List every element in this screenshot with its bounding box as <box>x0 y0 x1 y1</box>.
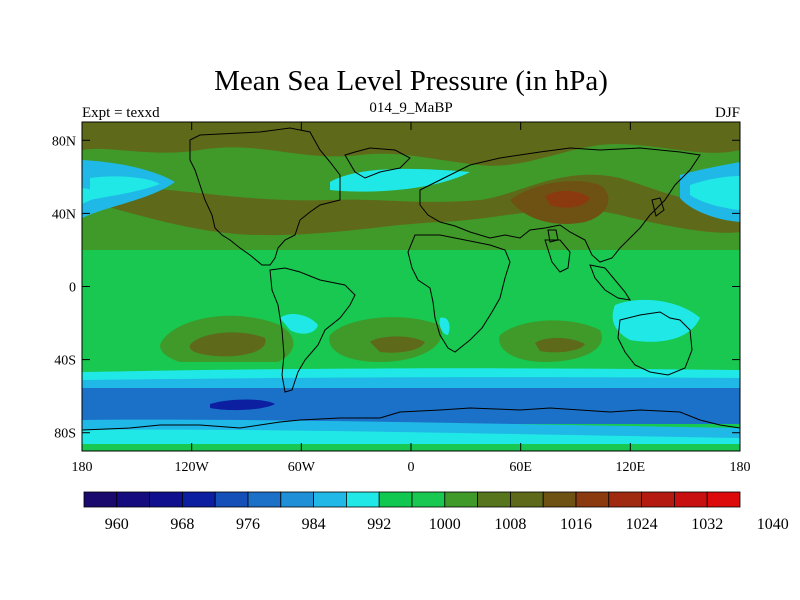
coastlines <box>82 127 740 431</box>
colorbar-label: 1016 <box>560 516 592 533</box>
colorbar-swatch <box>411 491 446 508</box>
band-asia-high-core <box>545 190 590 208</box>
y-tick-label: 80N <box>52 134 76 149</box>
colorbar: 960 968 976 984 992 1000 1008 1016 1024 1032 1040 <box>83 491 789 533</box>
y-tick-label: 0 <box>69 281 76 296</box>
colorbar-label: 984 <box>302 516 326 533</box>
coastline-india <box>544 239 571 273</box>
band-south-blue <box>82 388 740 424</box>
coastline-eurasia <box>419 147 701 263</box>
x-tick-label: 60E <box>509 460 532 475</box>
coastline-southeast-asia <box>589 264 632 301</box>
colorbar-label: 968 <box>170 516 194 533</box>
colorbar-swatch <box>575 491 610 508</box>
colorbar-label: 1032 <box>691 516 723 533</box>
y-tick-label: 80S <box>54 427 76 442</box>
colorbar-swatch <box>378 491 413 508</box>
coastline-japan <box>651 197 665 217</box>
colorbar-swatch <box>674 491 708 508</box>
colorbar-label: 1024 <box>626 516 658 533</box>
coastline-australia <box>617 311 693 376</box>
colorbar-swatch <box>116 491 151 508</box>
colorbar-swatch <box>509 491 544 508</box>
coastline-antarctica <box>82 407 740 431</box>
colorbar-swatch <box>444 491 478 508</box>
y-axis: 80N 40N 0 40S 80S <box>52 134 740 442</box>
pressure-field <box>82 122 740 451</box>
colorbar-label: 992 <box>367 516 391 533</box>
colorbar-swatch <box>247 491 282 508</box>
coastline-greenland <box>344 147 411 179</box>
x-tick-label: 180 <box>72 460 93 475</box>
x-axis: 180 120W 60W 0 60E 120E 180 <box>72 122 751 475</box>
colorbar-swatch <box>214 491 249 508</box>
colorbar-swatch <box>608 491 642 508</box>
x-tick-label: 120W <box>175 460 210 475</box>
band-south-cyan-patches <box>280 299 700 342</box>
y-tick-label: 40N <box>52 207 76 222</box>
colorbar-swatch <box>641 491 675 508</box>
colorbar-swatch <box>280 491 314 508</box>
coastline-north-america <box>189 127 341 266</box>
colorbar-swatch <box>149 491 183 508</box>
band-south-olive <box>189 332 585 357</box>
colorbar-label: 960 <box>105 516 129 533</box>
y-tick-label: 40S <box>54 354 76 369</box>
coastline-caspian <box>547 229 559 243</box>
colorbar-label: 1000 <box>429 516 461 533</box>
x-tick-label: 0 <box>408 460 415 475</box>
colorbar-label: 976 <box>236 516 260 533</box>
coastline-africa <box>407 234 511 353</box>
colorbar-swatch <box>83 491 118 508</box>
colorbar-swatch <box>181 491 216 508</box>
experiment-label: Expt = texxd <box>82 105 160 121</box>
coastline-south-america <box>269 267 356 393</box>
colorbar-swatch <box>345 491 380 508</box>
colorbar-swatch <box>313 491 347 508</box>
colorbar-swatch <box>477 491 511 508</box>
colorbar-swatch <box>706 491 741 508</box>
band-deep-low <box>210 399 275 411</box>
map-title: Mean Sea Level Pressure (in hPa) <box>214 65 608 97</box>
colorbar-label: 1040 <box>757 516 789 533</box>
colorbar-swatch <box>542 491 577 508</box>
x-tick-label: 120E <box>616 460 646 475</box>
x-tick-label: 60W <box>288 460 316 475</box>
colorbar-label: 1008 <box>494 516 526 533</box>
period-label: 014_9_MaBP <box>369 100 452 116</box>
x-tick-label: 180 <box>730 460 751 475</box>
season-label: DJF <box>715 105 740 121</box>
